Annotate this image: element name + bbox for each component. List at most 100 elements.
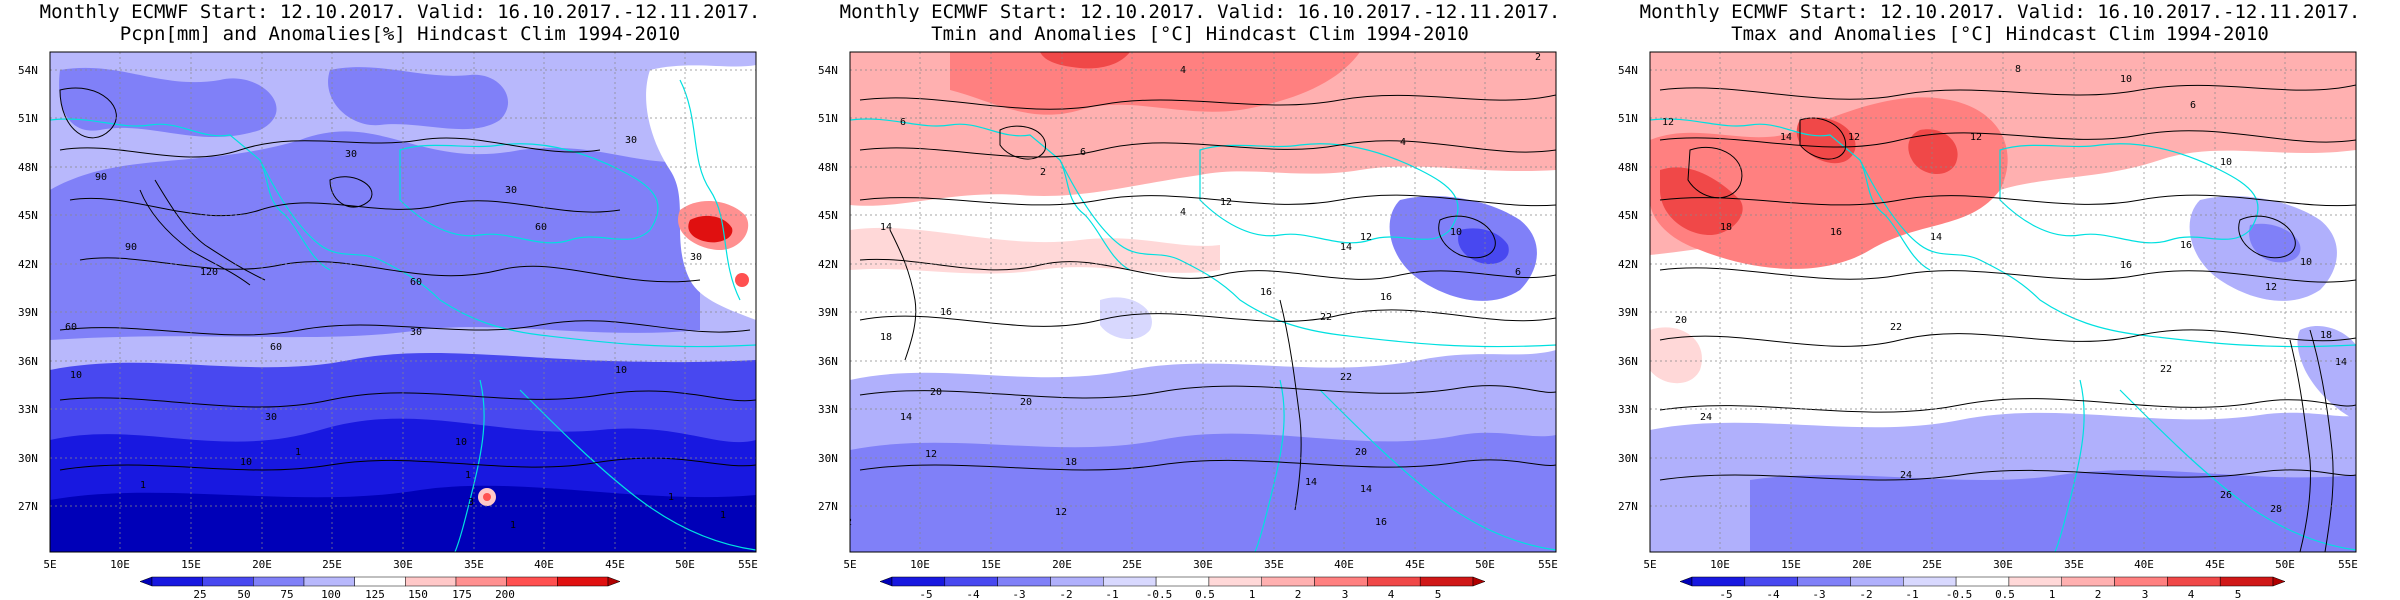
colorbar-swatch — [2167, 576, 2221, 587]
pcpn-contour-label: 90 — [125, 242, 137, 253]
tmax-lon-label: 35E — [2064, 558, 2084, 571]
tmin-title-line2: Tmin and Anomalies [°C] Hindcast Clim 19… — [931, 23, 1469, 45]
pcpn-colorbar-label: 150 — [408, 588, 428, 600]
colorbar-swatch — [1419, 576, 1474, 587]
tmin-contour-label: 12 — [1360, 232, 1372, 243]
tmin-map: 2 4 6 4 2 6 4 14 12 12 14 16 16 18 20 22… — [818, 51, 1558, 600]
tmin-contour-label: 6 — [1080, 147, 1086, 158]
colorbar-swatch — [253, 576, 305, 587]
tmax-contour-label: 12 — [2265, 282, 2277, 293]
pcpn-contour-label: 60 — [270, 342, 282, 353]
tmin-contour-label: 16 — [1375, 517, 1387, 528]
pcpn-lat-label: 51N — [18, 112, 38, 125]
tmax-contour-label: 10 — [2120, 74, 2132, 85]
tmin-contour-label: 16 — [1380, 292, 1392, 303]
tmin-lat-label: 45N — [818, 209, 838, 222]
colorbar-swatch — [1679, 576, 1693, 587]
colorbar-swatch — [455, 576, 507, 587]
tmin-lon-label: 25E — [1122, 558, 1142, 571]
pcpn-contour-label: 1 — [510, 520, 516, 531]
tmin-colorbar-label: 4 — [1388, 588, 1395, 600]
tmin-lat-label: 51N — [818, 112, 838, 125]
tmin-contour-label: 14 — [1360, 484, 1372, 495]
tmin-lon-label: 30E — [1193, 558, 1213, 571]
pcpn-lat-label: 48N — [18, 161, 38, 174]
pcpn-contour-label: 10 — [615, 365, 627, 376]
colorbar-swatch — [202, 576, 254, 587]
tmax-lon-label: 55E — [2338, 558, 2358, 571]
tmin-colorbar-label: 5 — [1435, 588, 1442, 600]
tmin-panel: Monthly ECMWF Start: 12.10.2017. Valid: … — [800, 0, 1600, 600]
colorbar-swatch — [1208, 576, 1262, 587]
tmax-contour-label: 16 — [1830, 227, 1842, 238]
tmax-contour-label: 18 — [2320, 330, 2332, 341]
tmin-lon-label: 20E — [1052, 558, 1072, 571]
tmin-map-frame — [849, 51, 1557, 553]
pcpn-panel: Monthly ECMWF Start: 12.10.2017. Valid: … — [0, 0, 800, 600]
tmax-contour-label: 18 — [1720, 222, 1732, 233]
pcpn-colorbar-label: 200 — [495, 588, 515, 600]
pcpn-lon-label: 55E — [738, 558, 758, 571]
tmin-contour-label: 18 — [880, 332, 892, 343]
pcpn-contour-label: 30 — [265, 412, 277, 423]
tmin-colorbar — [879, 576, 1486, 587]
pcpn-lon-label: 15E — [181, 558, 201, 571]
tmin-lat-label: 54N — [818, 64, 838, 77]
tmax-contour-label: 22 — [2160, 364, 2172, 375]
tmax-colorbar — [1679, 576, 2286, 587]
pcpn-lon-label: 5E — [43, 558, 56, 571]
tmax-contour-label: 8 — [2015, 64, 2021, 75]
tmax-lon-label: 50E — [2275, 558, 2295, 571]
tmin-contour-label: 14 — [900, 412, 912, 423]
tmin-lon-label: 35E — [1264, 558, 1284, 571]
tmin-colorbar-label: -3 — [1012, 588, 1025, 600]
tmax-contour-label: 24 — [1900, 470, 1912, 481]
tmax-contour-label: 10 — [2300, 257, 2312, 268]
tmax-map: 8 10 6 12 12 14 12 10 16 18 14 16 20 22 … — [1618, 51, 2358, 600]
tmin-contour-label: 14 — [1305, 477, 1317, 488]
tmax-colorbar-label: -0.5 — [1946, 588, 1973, 600]
tmax-lon-label: 20E — [1852, 558, 1872, 571]
pcpn-contour-label: 10 — [455, 437, 467, 448]
tmin-contour-label: 12 — [840, 517, 852, 528]
pcpn-lon-label: 45E — [605, 558, 625, 571]
tmax-contour-label: 16 — [2180, 240, 2192, 251]
colorbar-swatch — [2272, 576, 2286, 587]
pcpn-contour-label: 30 — [505, 185, 517, 196]
pcpn-contour-label: 60 — [65, 322, 77, 333]
pcpn-map: 30 30 30 60 60 90 90 120 60 60 30 30 10 … — [18, 51, 758, 600]
colorbar-swatch — [1314, 576, 1368, 587]
tmax-lon-label: 10E — [1710, 558, 1730, 571]
tmax-lat-label: 30N — [1618, 452, 1638, 465]
tmax-lat-label: 36N — [1618, 355, 1638, 368]
tmax-colorbar-label: 0.5 — [1995, 588, 2015, 600]
pcpn-lat-label: 33N — [18, 403, 38, 416]
tmax-lon-label: 25E — [1922, 558, 1942, 571]
pcpn-lat-label: 27N — [18, 500, 38, 513]
pcpn-contour-label: 60 — [535, 222, 547, 233]
tmax-colorbar-label: 2 — [2095, 588, 2102, 600]
tmin-colorbar-label: 3 — [1342, 588, 1349, 600]
tmin-lon-label: 45E — [1405, 558, 1425, 571]
tmin-colorbar-label: -5 — [919, 588, 932, 600]
tmax-contour-label: 20 — [1675, 315, 1687, 326]
tmax-lat-label: 42N — [1618, 258, 1638, 271]
pcpn-lon-label: 50E — [675, 558, 695, 571]
colorbar-swatch — [557, 576, 609, 587]
pcpn-title-line2: Pcpn[mm] and Anomalies[%] Hindcast Clim … — [119, 23, 681, 45]
tmin-lat-label: 30N — [818, 452, 838, 465]
tmin-contour-label: 20 — [1355, 447, 1367, 458]
tmin-colorbar-label: 0.5 — [1195, 588, 1215, 600]
tmin-contour-label: 10 — [1450, 227, 1462, 238]
tmin-title-line1: Monthly ECMWF Start: 12.10.2017. Valid: … — [839, 1, 1561, 23]
tmax-colorbar-label: -4 — [1766, 588, 1780, 600]
tmin-colorbar-label: 1 — [1249, 588, 1256, 600]
tmin-lon-label: 50E — [1475, 558, 1495, 571]
colorbar-swatch — [879, 576, 893, 587]
colorbar-swatch — [1367, 576, 1421, 587]
tmin-contour-label: 16 — [940, 307, 952, 318]
tmax-lon-label: 30E — [1993, 558, 2013, 571]
pcpn-colorbar-label: 25 — [193, 588, 206, 600]
colorbar-swatch — [1955, 576, 2010, 587]
tmin-contour-label: 4 — [1180, 207, 1186, 218]
